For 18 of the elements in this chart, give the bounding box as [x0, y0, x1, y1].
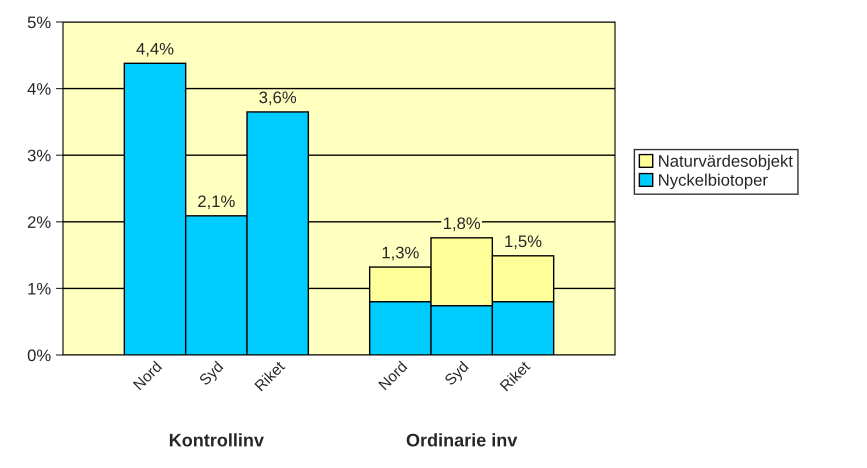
y-tick-label: 5% [28, 16, 51, 28]
total-label: 1,5% [505, 235, 542, 250]
y-tick-label: 0% [28, 349, 51, 362]
total-label: 1,3% [382, 246, 419, 260]
text: Kontrollinv [170, 433, 264, 447]
y-tick-label: 1% [28, 282, 51, 295]
total-label: 2,1% [198, 195, 235, 210]
legend-label: Nyckelbiotoper [659, 174, 768, 190]
y-tick-label: 3% [28, 150, 51, 162]
total-label: 3,6% [259, 91, 296, 106]
text: Ordinarie inv [406, 433, 518, 447]
y-tick-label: 4% [27, 83, 51, 95]
x-tick-label: Syd [444, 360, 472, 388]
total-label: 4,4% [136, 42, 174, 57]
legend-label: Naturvärdesobjekt [659, 154, 793, 170]
y-tick-label: 2% [28, 216, 51, 228]
x-tick-label: Syd [198, 360, 226, 388]
total-label: 1,8% [444, 217, 480, 232]
